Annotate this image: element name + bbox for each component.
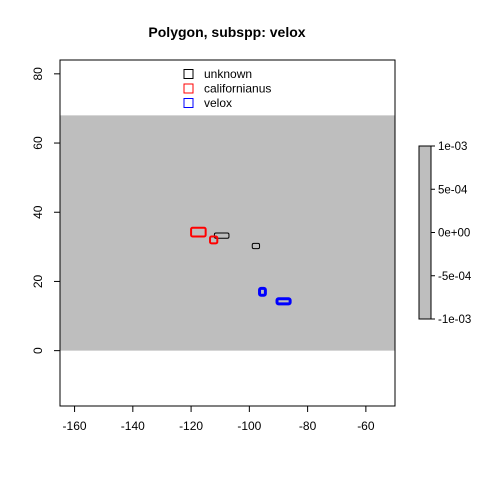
legend-swatch-californianus <box>184 84 193 93</box>
x-tick-label: -80 <box>299 419 317 433</box>
chart-title: Polygon, subspp: velox <box>148 24 305 40</box>
y-tick-label: 40 <box>31 205 45 219</box>
x-tick-label: -140 <box>121 419 145 433</box>
colorbar-tick-label: 5e-04 <box>438 184 468 196</box>
legend-label-velox: velox <box>204 96 232 110</box>
colorbar-tick-label: -1e-03 <box>438 314 471 326</box>
y-tick-label: 0 <box>31 347 45 354</box>
colorbar: 1e-03 5e-04 0e+00 -5e-04 -1e-03 <box>419 141 472 326</box>
x-tick-label: -160 <box>63 419 87 433</box>
legend-label-unknown: unknown <box>204 67 252 81</box>
x-tick-label: -100 <box>237 419 261 433</box>
legend-swatch-velox <box>184 99 193 108</box>
legend-label-californianus: californianus <box>204 82 271 96</box>
plot-area <box>60 60 395 406</box>
y-tick-label: 80 <box>31 67 45 81</box>
y-axis: 0 20 40 60 80 <box>31 67 60 354</box>
y-tick-label: 60 <box>31 136 45 150</box>
colorbar-tick-label: 0e+00 <box>438 228 470 240</box>
colorbar-tick-label: 1e-03 <box>438 141 467 153</box>
x-axis: -160 -140 -120 -100 -80 -60 <box>63 406 375 433</box>
colorbar-tick-label: -5e-04 <box>438 271 472 283</box>
colorbar-bar <box>419 146 431 319</box>
legend-swatch-unknown <box>184 70 193 79</box>
x-tick-label: -120 <box>179 419 203 433</box>
y-tick-label: 20 <box>31 274 45 288</box>
x-tick-label: -60 <box>357 419 375 433</box>
